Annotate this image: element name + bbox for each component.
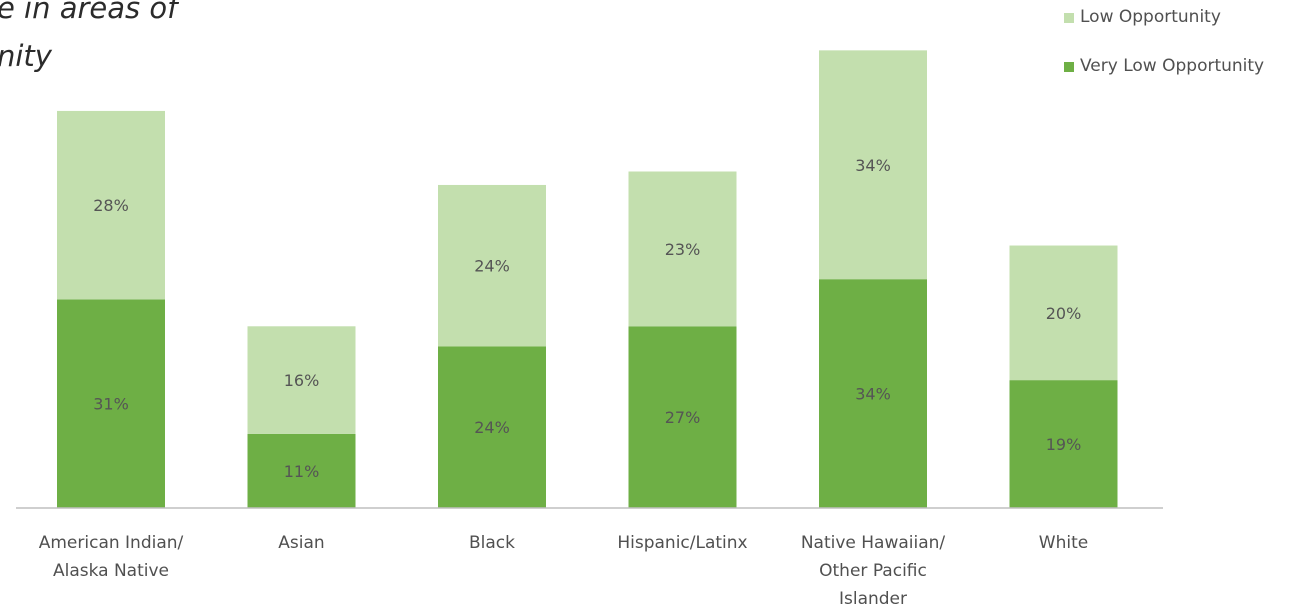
legend-swatch [1064, 62, 1074, 72]
legend-label: Low Opportunity [1080, 7, 1221, 27]
data-label-very-low-opportunity: 31% [93, 395, 129, 414]
data-label-very-low-opportunity: 11% [284, 462, 320, 481]
chart-title-line-2: nity [0, 39, 52, 73]
legend-swatch [1064, 13, 1074, 23]
bar-low-opportunity [1009, 245, 1118, 381]
legend-label: Very Low Opportunity [1080, 56, 1264, 76]
bar-very-low-opportunity [438, 346, 546, 508]
bar-very-low-opportunity [57, 299, 165, 508]
bar-very-low-opportunity [628, 326, 737, 508]
data-label-very-low-opportunity: 34% [855, 385, 891, 404]
data-label-low-opportunity: 16% [284, 371, 320, 390]
data-label-low-opportunity: 20% [1046, 304, 1082, 323]
data-label-very-low-opportunity: 24% [474, 418, 510, 437]
data-label-very-low-opportunity: 27% [665, 408, 701, 427]
category-label: Other Pacific [819, 561, 927, 581]
bar-very-low-opportunity [1009, 380, 1118, 508]
bar-low-opportunity [247, 326, 356, 434]
data-label-low-opportunity: 28% [93, 196, 129, 215]
chart-title-line-1: e in areas of [0, 0, 178, 25]
category-label: White [1039, 533, 1088, 553]
category-label: American Indian/ [39, 533, 184, 553]
bar-low-opportunity [438, 184, 546, 347]
category-label: Alaska Native [53, 561, 169, 581]
bar-low-opportunity [819, 50, 927, 280]
bar-very-low-opportunity [819, 279, 927, 508]
category-label: Asian [278, 533, 324, 553]
data-label-low-opportunity: 34% [855, 156, 891, 175]
category-label: Hispanic/Latinx [617, 533, 747, 553]
bar-low-opportunity [628, 171, 737, 327]
data-label-low-opportunity: 23% [665, 240, 701, 259]
bar-very-low-opportunity [247, 433, 356, 508]
category-label: Black [469, 533, 515, 553]
bar-low-opportunity [57, 110, 165, 300]
category-label: Islander [839, 589, 907, 609]
data-label-low-opportunity: 24% [474, 257, 510, 276]
category-label: Native Hawaiian/ [801, 533, 946, 553]
data-label-very-low-opportunity: 19% [1046, 435, 1082, 454]
